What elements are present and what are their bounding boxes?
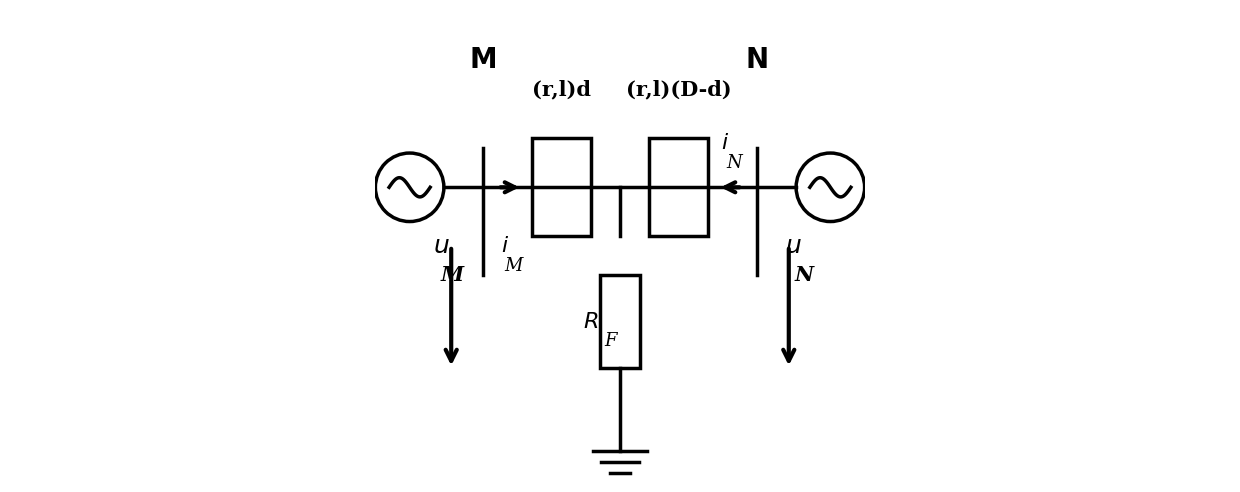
Text: N: N: [795, 265, 813, 285]
Text: $u$: $u$: [785, 234, 802, 258]
Bar: [532, 138, 590, 236]
Text: $R$: $R$: [583, 311, 598, 333]
Text: M: M: [505, 256, 523, 275]
Bar: [650, 138, 708, 236]
Text: N: N: [727, 154, 742, 172]
Text: $i$: $i$: [722, 132, 729, 154]
Text: M: M: [469, 46, 497, 74]
Text: F: F: [604, 333, 616, 350]
Text: $i$: $i$: [501, 235, 510, 257]
Text: M: M: [440, 265, 464, 285]
Bar: [600, 276, 640, 369]
Text: (r,l)(D-d): (r,l)(D-d): [626, 79, 732, 99]
Text: (r,l)d: (r,l)d: [532, 79, 590, 99]
Text: $u$: $u$: [433, 234, 450, 258]
Text: N: N: [745, 46, 769, 74]
